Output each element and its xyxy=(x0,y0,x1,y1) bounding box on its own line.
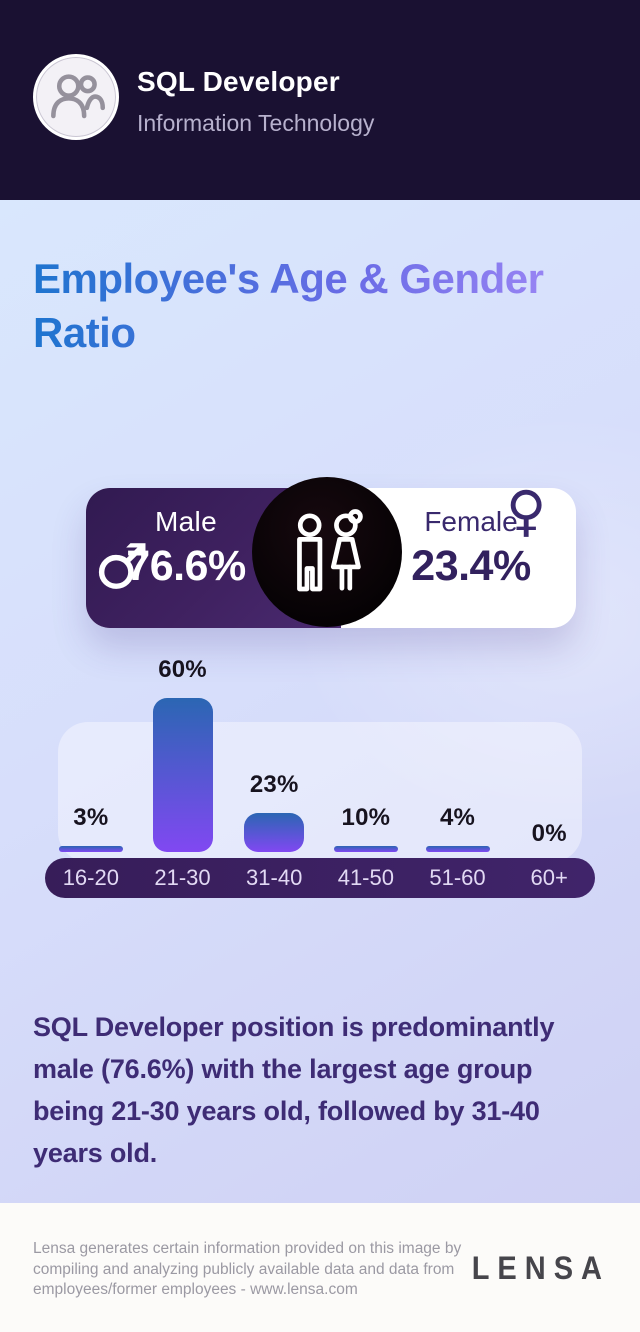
male-stat: Male 76.6% xyxy=(116,506,256,591)
section-title: Employee's Age & Gender Ratio xyxy=(33,252,613,360)
department-subtitle: Information Technology xyxy=(137,110,375,136)
female-percentage: 23.4% xyxy=(411,542,531,590)
bar-column-51-60: 4% xyxy=(412,640,504,852)
footer: Lensa generates certain information prov… xyxy=(0,1203,640,1332)
male-symbol-icon: ♂ xyxy=(94,530,150,603)
female-symbol-icon: ♀ xyxy=(506,479,547,543)
bar xyxy=(425,846,490,852)
axis-label-31-40: 31-40 xyxy=(246,865,303,890)
people-icon xyxy=(51,74,105,119)
bar-column-41-50: 10% xyxy=(320,640,412,852)
chart-panel xyxy=(58,722,582,862)
bar-value-label: 4% xyxy=(439,804,476,831)
man-woman-icon xyxy=(297,509,363,592)
bar-value-label: 60% xyxy=(158,656,207,683)
disclaimer-text: Lensa generates certain information prov… xyxy=(33,1240,462,1298)
female-label: Female xyxy=(424,506,518,537)
bar-value-label: 23% xyxy=(249,771,299,798)
axis-label-51-60: 51-60 xyxy=(429,865,486,890)
bar-column-60+: 0% xyxy=(503,640,595,852)
axis-label-60+: 60+ xyxy=(530,865,568,890)
bar xyxy=(333,846,398,852)
bar-value-label: 0% xyxy=(531,820,567,847)
bar xyxy=(244,813,305,852)
x-axis-strip: 16-20 21-30 31-40 41-50 51-60 60+ xyxy=(45,858,595,898)
bar-column-31-40: 23% xyxy=(228,640,320,852)
avatar xyxy=(33,54,119,140)
bar-column-16-20: 3% xyxy=(45,640,137,852)
age-bar-chart: 3% 60% 23% 10% 4% 0% xyxy=(45,640,595,852)
bar-column-21-30: 60% xyxy=(137,640,229,852)
lensa-logo: LENSA xyxy=(471,1251,610,1287)
bar xyxy=(152,698,213,852)
gender-icon-badge xyxy=(252,477,402,627)
female-stat: Female 23.4% xyxy=(401,506,541,591)
axis-label-16-20: 16-20 xyxy=(62,865,119,890)
summary-paragraph: SQL Developer position is predominantly … xyxy=(33,1012,555,1168)
gender-ratio-card: Male 76.6% ♂ Female 23.4% ♀ xyxy=(86,477,576,628)
axis-label-41-50: 41-50 xyxy=(337,865,394,890)
header: SQL Developer Information Technology xyxy=(0,0,640,200)
axis-label-21-30: 21-30 xyxy=(154,865,211,890)
bar-value-label: 10% xyxy=(341,804,391,831)
bar xyxy=(58,846,123,852)
male-percentage: 76.6% xyxy=(126,542,246,590)
male-label: Male xyxy=(155,506,217,537)
page-title: SQL Developer xyxy=(137,66,340,97)
main-background xyxy=(0,200,640,1203)
bar-value-label: 3% xyxy=(73,804,109,831)
